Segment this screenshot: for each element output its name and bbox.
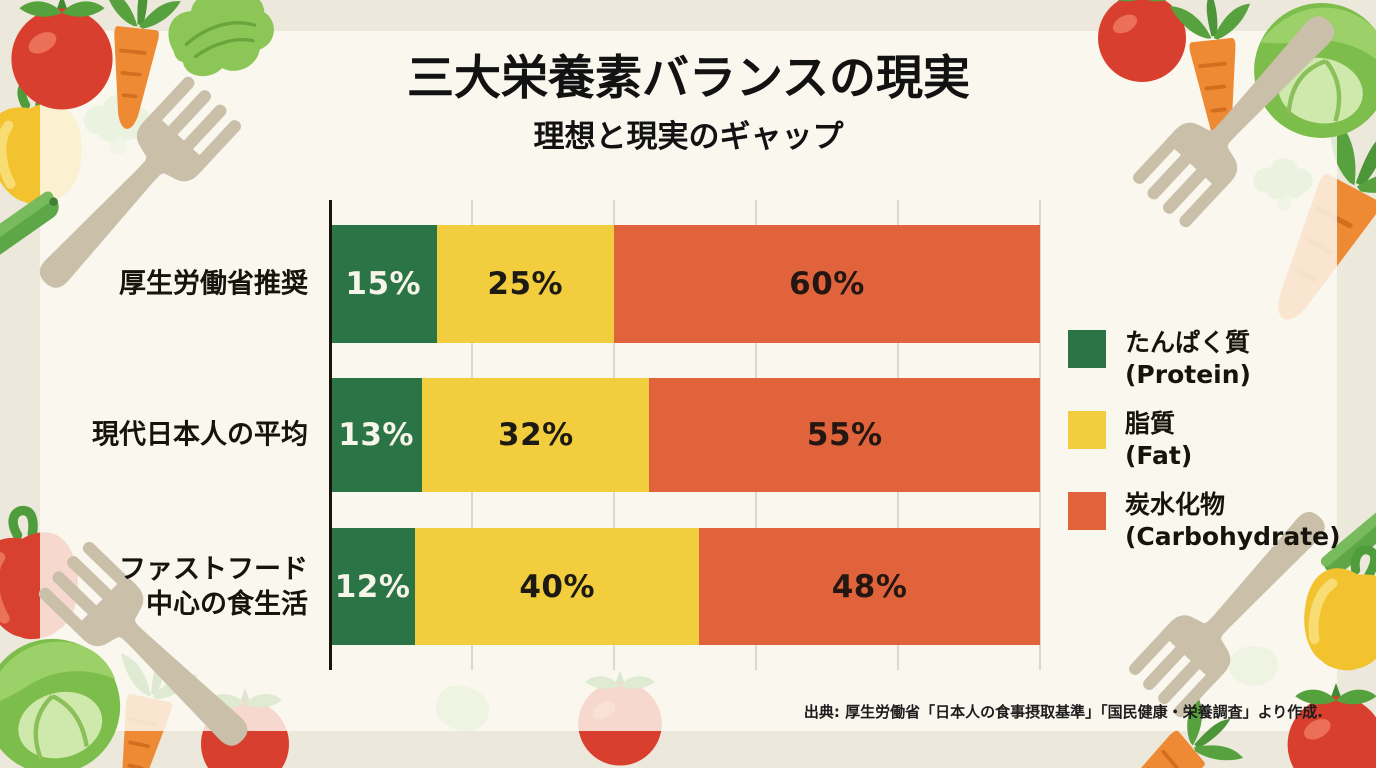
bar-segment-carbohydrate: 55%	[649, 378, 1040, 492]
segment-value-label: 12%	[334, 568, 411, 605]
legend-label-jp: 脂質	[1125, 409, 1176, 438]
segment-value-label: 25%	[487, 266, 564, 302]
legend-swatch-icon	[1068, 330, 1106, 368]
bar-row: 現代日本人の平均 13% 32% 55%	[92, 378, 1040, 492]
gridline	[1039, 200, 1041, 670]
segment-value-label: 48%	[831, 568, 908, 605]
legend-label-en: (Protein)	[1125, 359, 1251, 389]
segment-value-label: 60%	[789, 266, 865, 302]
legend-item-protein: たんぱく質 (Protein)	[1068, 327, 1341, 390]
infographic-content: 三大栄養素バランスの現実 理想と現実のギャップ 厚生労働省推奨 15% 25% 60%…	[40, 31, 1341, 731]
category-label: ファストフード 中心の食生活	[119, 553, 308, 620]
source-note: 出典: 厚生労働省「日本人の食事摂取基準」「国民健康・栄養調査」より作成.	[803, 703, 1323, 721]
legend-swatch-icon	[1068, 492, 1106, 530]
legend-label-en: (Fat)	[1125, 440, 1193, 470]
segment-value-label: 40%	[519, 568, 596, 605]
bar-segment-protein: 12%	[330, 528, 416, 645]
legend-label-jp: たんぱく質	[1125, 328, 1251, 357]
legend-item-fat: 脂質 (Fat)	[1068, 408, 1341, 471]
y-axis-line	[329, 200, 332, 670]
bar-segment-fat: 32%	[422, 378, 650, 492]
bar-row: 厚生労働省推奨 15% 25% 60%	[119, 225, 1040, 343]
segment-value-label: 15%	[345, 266, 422, 302]
bar-row: ファストフード 中心の食生活 12% 40% 48%	[119, 528, 1040, 645]
bar-segment-fat: 40%	[415, 528, 700, 645]
legend-swatch-icon	[1068, 411, 1106, 449]
segment-value-label: 32%	[498, 417, 574, 453]
legend-label-jp: 炭水化物	[1125, 490, 1226, 519]
bar-segment-protein: 13%	[330, 378, 423, 492]
category-label: 厚生労働省推奨	[119, 268, 308, 300]
bar-segment-carbohydrate: 48%	[699, 528, 1040, 645]
segment-value-label: 55%	[806, 417, 883, 453]
stacked-bar-chart: 厚生労働省推奨 15% 25% 60% 現代日本人の平均 13% 32% 55% ファストフード…	[92, 200, 1041, 670]
chart-legend: たんぱく質 (Protein) 脂質 (Fat) 炭水化物 (Carbohydrate)	[1068, 327, 1341, 552]
stacked-bar: 15% 25% 60%	[330, 225, 1040, 343]
stacked-bar: 13% 32% 55%	[330, 378, 1040, 492]
legend-item-carbohydrate: 炭水化物 (Carbohydrate)	[1068, 489, 1341, 552]
legend-label: 脂質 (Fat)	[1125, 408, 1192, 471]
category-label: 現代日本人の平均	[92, 419, 308, 451]
bar-segment-protein: 15%	[330, 225, 437, 343]
legend-label: 炭水化物 (Carbohydrate)	[1125, 489, 1341, 552]
legend-label: たんぱく質 (Protein)	[1125, 327, 1251, 390]
legend-label-en: (Carbohydrate)	[1125, 521, 1341, 551]
bar-segment-carbohydrate: 60%	[614, 225, 1040, 343]
segment-value-label: 13%	[338, 417, 414, 453]
page-title: 三大栄養素バランスの現実	[406, 51, 971, 106]
bar-segment-fat: 25%	[436, 225, 614, 343]
stacked-bar: 12% 40% 48%	[330, 528, 1040, 645]
page-subtitle: 理想と現実のギャップ	[533, 119, 844, 156]
